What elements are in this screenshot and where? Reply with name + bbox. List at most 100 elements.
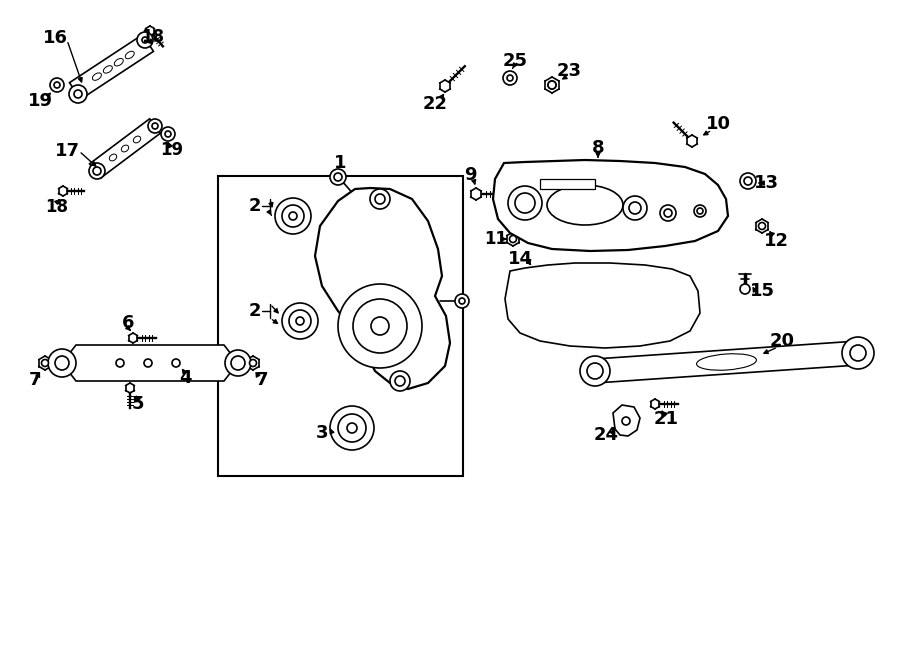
Polygon shape bbox=[493, 160, 728, 251]
Text: 14: 14 bbox=[508, 250, 533, 268]
Text: 18: 18 bbox=[46, 198, 68, 216]
Circle shape bbox=[664, 209, 672, 217]
Circle shape bbox=[623, 196, 647, 220]
Polygon shape bbox=[505, 263, 700, 348]
Circle shape bbox=[172, 359, 180, 367]
Circle shape bbox=[842, 337, 874, 369]
Circle shape bbox=[338, 284, 422, 368]
Text: 2: 2 bbox=[248, 197, 261, 215]
Circle shape bbox=[289, 212, 297, 220]
Circle shape bbox=[694, 205, 706, 217]
Text: 19: 19 bbox=[160, 141, 184, 159]
Circle shape bbox=[225, 350, 251, 376]
Ellipse shape bbox=[133, 136, 140, 143]
Circle shape bbox=[89, 163, 105, 179]
Circle shape bbox=[231, 356, 245, 370]
Text: 19: 19 bbox=[28, 92, 52, 110]
Circle shape bbox=[587, 363, 603, 379]
Polygon shape bbox=[613, 405, 640, 436]
Circle shape bbox=[152, 123, 158, 129]
Ellipse shape bbox=[104, 65, 112, 73]
Circle shape bbox=[370, 189, 390, 209]
Text: 22: 22 bbox=[422, 95, 447, 113]
Circle shape bbox=[548, 81, 556, 89]
Circle shape bbox=[116, 359, 124, 367]
Text: 18: 18 bbox=[141, 28, 165, 46]
Text: 10: 10 bbox=[706, 115, 731, 133]
Text: 9: 9 bbox=[464, 166, 476, 184]
Circle shape bbox=[334, 173, 342, 181]
Circle shape bbox=[622, 417, 630, 425]
Circle shape bbox=[148, 119, 162, 133]
Text: 12: 12 bbox=[763, 232, 788, 250]
Bar bbox=[218, 176, 463, 476]
Text: 20: 20 bbox=[770, 332, 795, 350]
Text: 7: 7 bbox=[29, 371, 41, 389]
Circle shape bbox=[459, 298, 465, 304]
Polygon shape bbox=[315, 188, 450, 389]
Circle shape bbox=[275, 198, 311, 234]
Text: 8: 8 bbox=[591, 139, 604, 157]
Circle shape bbox=[509, 235, 517, 243]
Circle shape bbox=[371, 317, 389, 335]
Circle shape bbox=[338, 414, 366, 442]
Ellipse shape bbox=[122, 145, 129, 152]
Ellipse shape bbox=[547, 185, 623, 225]
Circle shape bbox=[144, 359, 152, 367]
Circle shape bbox=[740, 173, 756, 189]
Text: 6: 6 bbox=[122, 314, 134, 332]
Text: 16: 16 bbox=[42, 29, 68, 47]
Circle shape bbox=[249, 360, 256, 366]
Circle shape bbox=[548, 81, 556, 89]
Text: 7: 7 bbox=[256, 371, 268, 389]
Circle shape bbox=[508, 186, 542, 220]
Circle shape bbox=[55, 356, 69, 370]
Circle shape bbox=[353, 299, 407, 353]
Polygon shape bbox=[594, 341, 859, 383]
Text: 1: 1 bbox=[334, 154, 346, 172]
Circle shape bbox=[74, 90, 82, 98]
Circle shape bbox=[850, 345, 866, 361]
Text: 13: 13 bbox=[753, 174, 778, 192]
Circle shape bbox=[347, 423, 357, 433]
Circle shape bbox=[740, 284, 750, 294]
Circle shape bbox=[296, 317, 304, 325]
Polygon shape bbox=[62, 345, 238, 381]
Ellipse shape bbox=[125, 52, 134, 59]
Circle shape bbox=[69, 85, 87, 103]
Circle shape bbox=[330, 169, 346, 185]
Circle shape bbox=[390, 371, 410, 391]
Ellipse shape bbox=[109, 154, 117, 161]
Text: 17: 17 bbox=[55, 142, 79, 160]
Text: 15: 15 bbox=[750, 282, 775, 300]
Circle shape bbox=[93, 167, 101, 175]
Circle shape bbox=[137, 32, 153, 48]
Circle shape bbox=[515, 193, 535, 213]
Circle shape bbox=[375, 194, 385, 204]
Polygon shape bbox=[69, 34, 154, 99]
Text: 24: 24 bbox=[593, 426, 618, 444]
Circle shape bbox=[507, 75, 513, 81]
Bar bbox=[540, 179, 595, 189]
Circle shape bbox=[41, 360, 49, 366]
Circle shape bbox=[580, 356, 610, 386]
Circle shape bbox=[142, 37, 148, 43]
Text: 3: 3 bbox=[316, 424, 328, 442]
Polygon shape bbox=[90, 119, 160, 178]
Text: 25: 25 bbox=[502, 52, 527, 70]
Circle shape bbox=[50, 78, 64, 92]
Circle shape bbox=[455, 294, 469, 308]
Circle shape bbox=[660, 205, 676, 221]
Circle shape bbox=[48, 349, 76, 377]
Ellipse shape bbox=[697, 354, 756, 370]
Circle shape bbox=[503, 71, 517, 85]
Circle shape bbox=[282, 303, 318, 339]
Text: 2: 2 bbox=[248, 302, 261, 320]
Text: 11: 11 bbox=[484, 230, 508, 248]
Text: 5: 5 bbox=[131, 395, 144, 413]
Circle shape bbox=[759, 223, 766, 229]
Circle shape bbox=[744, 177, 752, 185]
Ellipse shape bbox=[93, 73, 102, 81]
Circle shape bbox=[330, 406, 374, 450]
Text: 23: 23 bbox=[556, 62, 581, 80]
